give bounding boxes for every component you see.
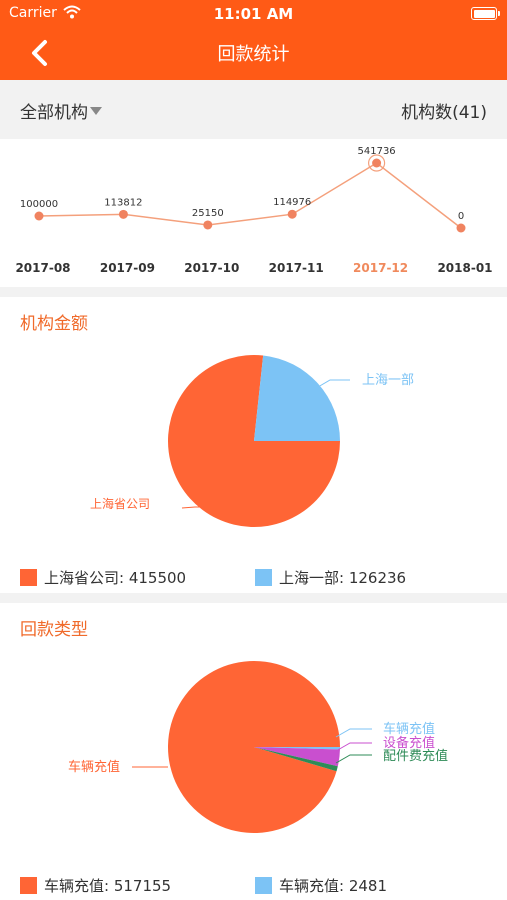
org-selector-dropdown[interactable]: 全部机构 <box>20 98 102 123</box>
trend-point[interactable] <box>287 209 297 219</box>
app-header: Carrier 11:01 AM 回款统计 <box>0 0 507 80</box>
legend-label: 上海省公司: 415500 <box>44 569 187 587</box>
slice-label: 设备充值 <box>383 735 435 751</box>
pie-slice[interactable] <box>167 661 340 833</box>
trend-point[interactable] <box>118 209 128 219</box>
slice-label: 车辆充值 <box>68 759 120 775</box>
legend-item[interactable]: 车辆充值: 2481 <box>255 875 387 896</box>
wifi-icon <box>63 5 81 19</box>
trend-line <box>38 162 462 229</box>
trend-point[interactable] <box>456 223 466 233</box>
trend-month-label[interactable]: 2017-11 <box>269 261 324 275</box>
caret-down-icon <box>90 107 102 115</box>
trend-month-label[interactable]: 2017-10 <box>184 261 239 275</box>
legend-swatch <box>255 569 272 586</box>
selected-point-ring <box>368 154 386 172</box>
org-amount-card: 机构金额 上海省公司 上海一部 上海省公司: 415500 上海一部: 12623… <box>0 297 507 593</box>
trend-month-label[interactable]: 2017-09 <box>100 261 155 275</box>
org-count-label: 机构数(41) <box>401 103 487 123</box>
org-amount-legend: 上海省公司: 415500 上海一部: 126236 <box>20 567 406 588</box>
trend-value-label: 25150 <box>192 208 224 219</box>
org-amount-pie-chart[interactable]: 上海省公司 上海一部 <box>0 337 507 587</box>
page-title: 回款统计 <box>217 44 290 65</box>
trend-point[interactable] <box>34 211 44 221</box>
payment-type-card: 回款类型 车辆充值 车辆充值 设备充值 配件费充值 车辆充值: 517155 车辆充值… <box>0 603 507 900</box>
trend-month-label[interactable]: 2017-12 <box>353 261 408 275</box>
trend-value-label: 0 <box>458 211 464 222</box>
trend-value-label: 100000 <box>20 199 58 210</box>
legend-label: 车辆充值: 2481 <box>279 877 387 895</box>
pie-slice[interactable] <box>254 747 340 750</box>
legend-swatch <box>20 569 37 586</box>
slice-label: 上海一部 <box>362 373 414 388</box>
slice-label: 配件费充值 <box>383 748 448 764</box>
legend-label: 车辆充值: 517155 <box>44 877 172 895</box>
org-amount-title: 机构金额 <box>20 314 88 334</box>
leader-line <box>181 506 210 509</box>
trend-value-label: 113812 <box>104 197 142 208</box>
trend-line-chart[interactable]: 100000 2017-08 113812 2017-09 25150 2017-10 11… <box>0 139 507 287</box>
trend-month-label[interactable]: 2018-01 <box>437 261 492 275</box>
payment-type-legend: 车辆充值: 517155 车辆充值: 2481 <box>20 875 387 896</box>
carrier-label: Carrier <box>9 5 57 21</box>
org-selector-label: 全部机构 <box>20 103 88 123</box>
trend-value-label: 114976 <box>273 197 311 208</box>
legend-swatch <box>20 877 37 894</box>
leader-line <box>335 728 372 738</box>
legend-swatch <box>255 877 272 894</box>
legend-item[interactable]: 上海一部: 126236 <box>255 567 406 588</box>
leader-line <box>335 742 372 752</box>
pie-slice[interactable] <box>254 747 340 767</box>
chevron-left-icon <box>32 40 47 66</box>
trend-value-label: 541736 <box>358 146 396 157</box>
status-time: 11:01 AM <box>213 5 294 23</box>
trend-chart-card: 100000 2017-08 113812 2017-09 25150 2017-10 11… <box>0 139 507 287</box>
back-button[interactable] <box>26 38 54 68</box>
payment-type-title: 回款类型 <box>20 620 88 640</box>
leader-line <box>335 754 372 764</box>
trend-point[interactable] <box>203 220 213 230</box>
leader-line <box>317 379 350 388</box>
slice-label: 上海省公司 <box>90 496 150 511</box>
trend-point[interactable] <box>372 158 382 168</box>
pie-slice[interactable] <box>254 355 340 441</box>
legend-item[interactable]: 上海省公司: 415500 <box>20 567 255 588</box>
filter-bar: 全部机构 机构数(41) <box>0 80 507 139</box>
legend-item[interactable]: 车辆充值: 517155 <box>20 875 255 896</box>
slice-label: 车辆充值 <box>383 721 435 737</box>
legend-label: 上海一部: 126236 <box>279 569 407 587</box>
battery-icon <box>471 7 500 20</box>
trend-month-label[interactable]: 2017-08 <box>15 261 70 275</box>
pie-slice[interactable] <box>254 747 338 772</box>
